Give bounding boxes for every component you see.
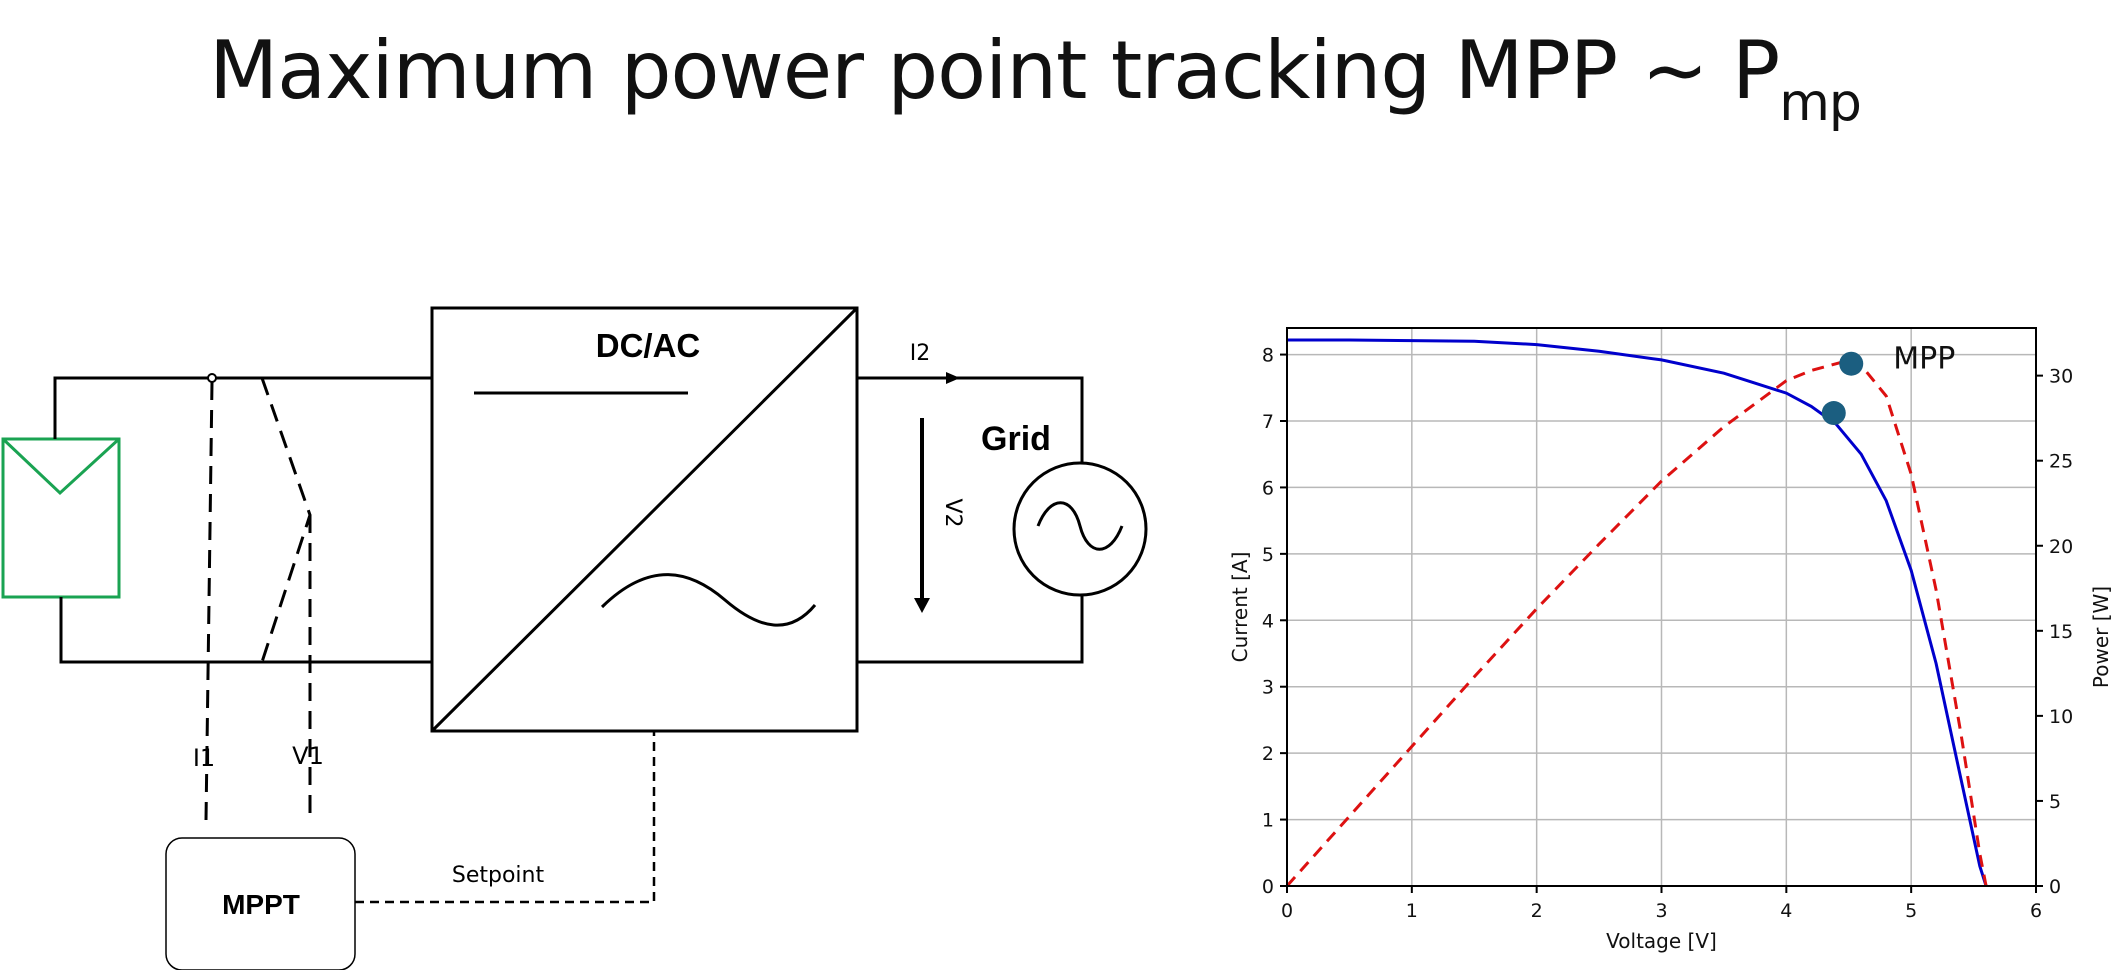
y-tick-label: 4 [1262,610,1274,632]
current-out-label: I2 [910,341,931,366]
dc-ac-converter: DC/AC [430,306,859,733]
pv-panel-icon [1,437,121,599]
title-main: Maximum power point tracking MPP ~ P [209,24,1780,117]
ac-wires [857,376,1084,664]
ac-bottom-wire [857,596,1084,664]
y-tick-label: 5 [1262,544,1274,566]
mppt-controller: MPPT [165,837,356,970]
y2-tick-label: 20 [2049,536,2073,558]
voltage-in-label: V1 [292,742,324,770]
y-tick-label: 0 [1262,876,1274,898]
setpoint-line [355,731,656,904]
x-tick-label: 1 [1406,900,1418,922]
x-tick-label: 3 [1655,900,1667,922]
y-tick-label: 1 [1262,810,1274,832]
ac-top-wire [857,376,1084,463]
title-subscript: mp [1779,73,1862,133]
sense-lines [204,377,312,821]
x-tick-label: 4 [1780,900,1792,922]
dc-wires [53,376,432,664]
y2-axis-label: Power [W] [2089,586,2113,688]
mpp-marker [1839,351,1864,376]
page-title: Maximum power point tracking MPP ~ Pmp [0,24,2070,133]
grid-label: Grid [981,420,1051,458]
ac-symbol-icon [600,573,817,627]
dc-positive-wire [53,376,432,439]
setpoint-label: Setpoint [452,863,545,888]
pv-panel-triangle [1,437,121,496]
controller-label: MPPT [222,889,300,920]
y-tick-label: 6 [1262,477,1274,499]
grid-source-icon [1012,461,1148,597]
y2-tick-label: 0 [2049,876,2061,898]
sine-wave-icon [1036,501,1124,551]
y2-tick-label: 10 [2049,706,2073,728]
mpp-label: MPP [1893,342,1955,377]
y-tick-label: 8 [1262,345,1274,367]
voltage-sense-bracket [260,377,312,663]
y-tick-label: 2 [1262,743,1274,765]
y-tick-label: 7 [1262,411,1274,433]
power-curve [1285,358,1988,888]
current-in-label: I1 [193,744,215,772]
mppt-circuit-diagram: I1 V1 DC/AC I2 V2 Grid Setpoint [1,306,1148,970]
current-sense-line [204,381,214,821]
y-axis-label: Current [A] [1228,552,1252,663]
y2-tick-label: 30 [2049,366,2073,388]
current-out-arrow-icon [946,372,960,384]
y2-tick-label: 5 [2049,791,2061,813]
x-tick-label: 5 [1905,900,1917,922]
y2-tick-label: 15 [2049,621,2073,643]
x-axis-label: Voltage [V] [1606,929,1717,953]
converter-diagonal [430,306,859,733]
y2-tick-label: 25 [2049,451,2073,473]
voltage-out-label: V2 [940,498,965,527]
x-tick-label: 0 [1281,900,1293,922]
mppt-box [165,837,356,970]
converter-label: DC/AC [596,327,701,364]
y-tick-label: 3 [1262,677,1274,699]
mpp-marker [1821,401,1846,426]
pv-panel-frame [1,437,121,599]
x-tick-label: 6 [2030,900,2042,922]
current-sense-node [207,373,217,383]
dc-negative-wire [59,597,432,664]
x-tick-label: 2 [1531,900,1543,922]
voltage-out-arrow-icon [914,598,930,613]
current-curve [1287,338,1988,887]
